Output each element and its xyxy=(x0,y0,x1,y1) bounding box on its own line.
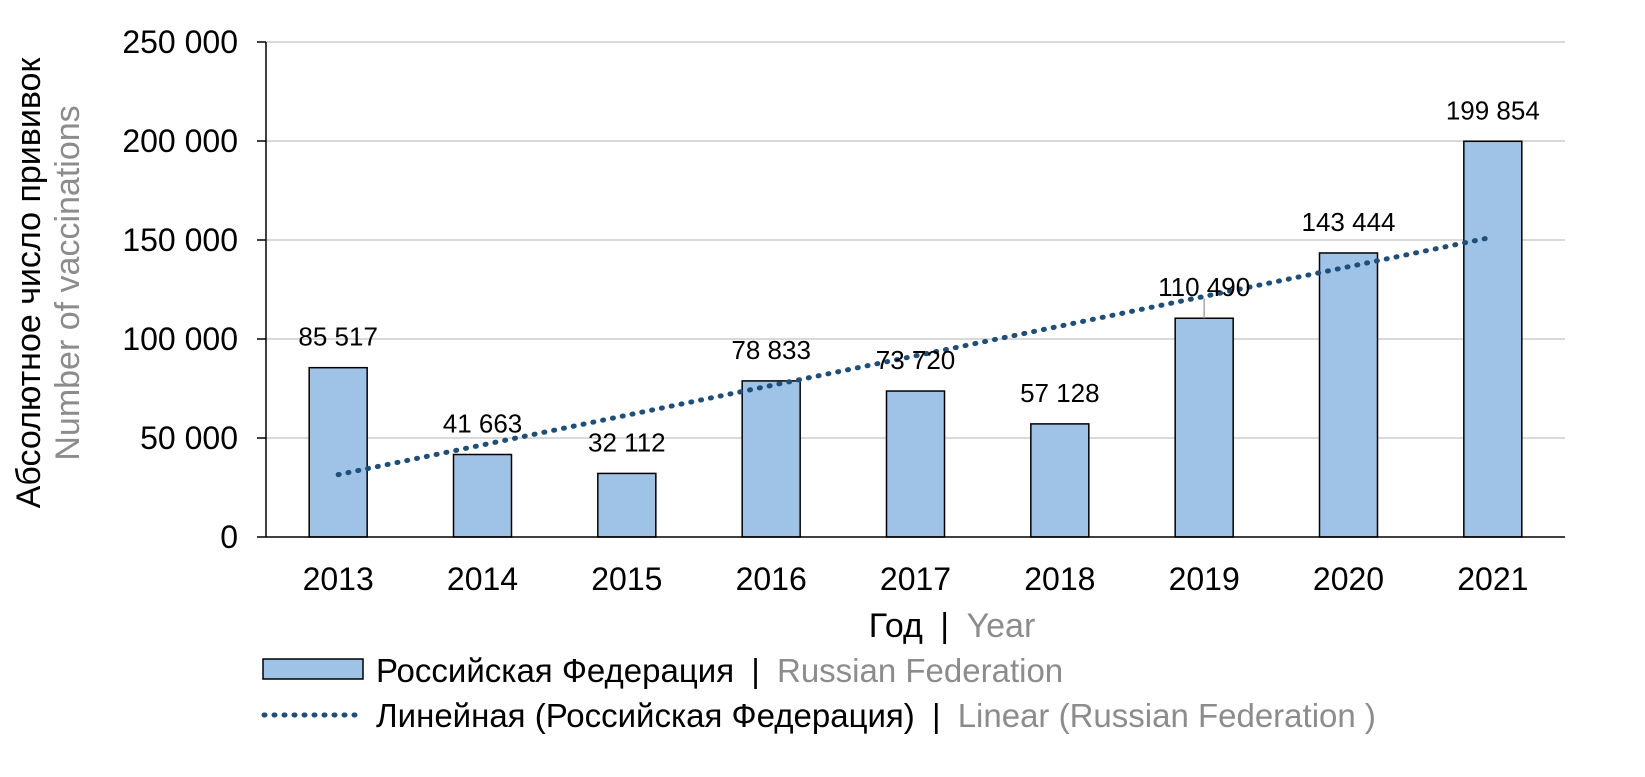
legend-trend-label-ru: Линейная (Российская Федерация) xyxy=(376,697,915,734)
y-axis-title-en: Number of vaccinations xyxy=(49,105,87,460)
bar-2020 xyxy=(1318,252,1379,538)
y-tick-label: 150 000 xyxy=(122,222,238,258)
y-tick-label: 250 000 xyxy=(122,24,238,60)
bar-2017 xyxy=(885,390,946,538)
x-axis-title-en: Year xyxy=(967,607,1036,645)
y-tick-label: 0 xyxy=(220,519,238,555)
bars xyxy=(308,140,1523,538)
x-tick-label: 2017 xyxy=(880,561,951,597)
data-label-2014: 41 663 xyxy=(443,409,523,439)
axes xyxy=(257,41,1565,538)
bar-2021 xyxy=(1463,140,1523,538)
data-label-2019: 110 490 xyxy=(1158,272,1250,302)
x-tick-label: 2019 xyxy=(1169,561,1240,597)
bar-2016 xyxy=(741,380,801,538)
data-labels: 85 517 41 663 32 112 78 833 73 720 57 128 110 … xyxy=(298,95,1539,457)
legend-bar-swatch xyxy=(262,658,364,680)
legend-bar-label-ru: Российская Федерация xyxy=(376,652,734,689)
data-label-2021: 199 854 xyxy=(1446,95,1540,125)
y-axis-title-ru: Абсолютное число прививок xyxy=(10,57,48,509)
x-tick-label: 2016 xyxy=(736,561,807,597)
trendline-group xyxy=(335,234,1496,478)
y-tick-label: 50 000 xyxy=(140,420,238,456)
legend: Российская Федерация | Russian Federatio… xyxy=(261,652,1376,734)
bar-2019 xyxy=(1174,317,1234,538)
y-tick-label: 200 000 xyxy=(122,123,238,159)
x-tick-label: 2018 xyxy=(1024,561,1095,597)
bar-2015 xyxy=(597,472,657,538)
bar-2018 xyxy=(1030,423,1090,538)
legend-bar-separator: | xyxy=(751,652,760,689)
x-tick-label: 2021 xyxy=(1457,561,1528,597)
legend-bar-label: Российская Федерация | Russian Federatio… xyxy=(376,652,1063,689)
trendline xyxy=(335,234,1496,478)
legend-trend-separator: | xyxy=(932,697,941,734)
x-tick-label: 2013 xyxy=(303,561,374,597)
x-tick-labels: 2013 2014 2015 2016 2017 2018 2019 2020 2021 xyxy=(303,561,1529,597)
data-label-2016: 78 833 xyxy=(731,335,811,365)
legend-bar-label-en: Russian Federation xyxy=(777,652,1063,689)
legend-trend-label-en: Linear (Russian Federation ) xyxy=(958,697,1376,734)
x-tick-label: 2015 xyxy=(591,561,662,597)
data-label-2017: 73 720 xyxy=(876,345,956,375)
bar-2013 xyxy=(308,366,368,538)
data-label-2018: 57 128 xyxy=(1020,378,1100,408)
x-axis-title: Год | Year xyxy=(869,607,1036,645)
legend-trend-label: Линейная (Российская Федерация) | Linear… xyxy=(376,697,1376,734)
data-label-2015: 32 112 xyxy=(588,427,666,457)
bar-2014 xyxy=(452,453,513,538)
y-tick-labels: 0 50 000 100 000 150 000 200 000 250 000 xyxy=(122,24,238,555)
x-axis-title-ru: Год xyxy=(869,607,923,645)
y-tick-label: 100 000 xyxy=(122,321,238,357)
x-axis-title-separator: | xyxy=(940,607,949,645)
x-tick-label: 2014 xyxy=(447,561,518,597)
x-tick-label: 2020 xyxy=(1313,561,1384,597)
data-label-2013: 85 517 xyxy=(298,322,378,352)
data-label-2020: 143 444 xyxy=(1302,207,1396,237)
